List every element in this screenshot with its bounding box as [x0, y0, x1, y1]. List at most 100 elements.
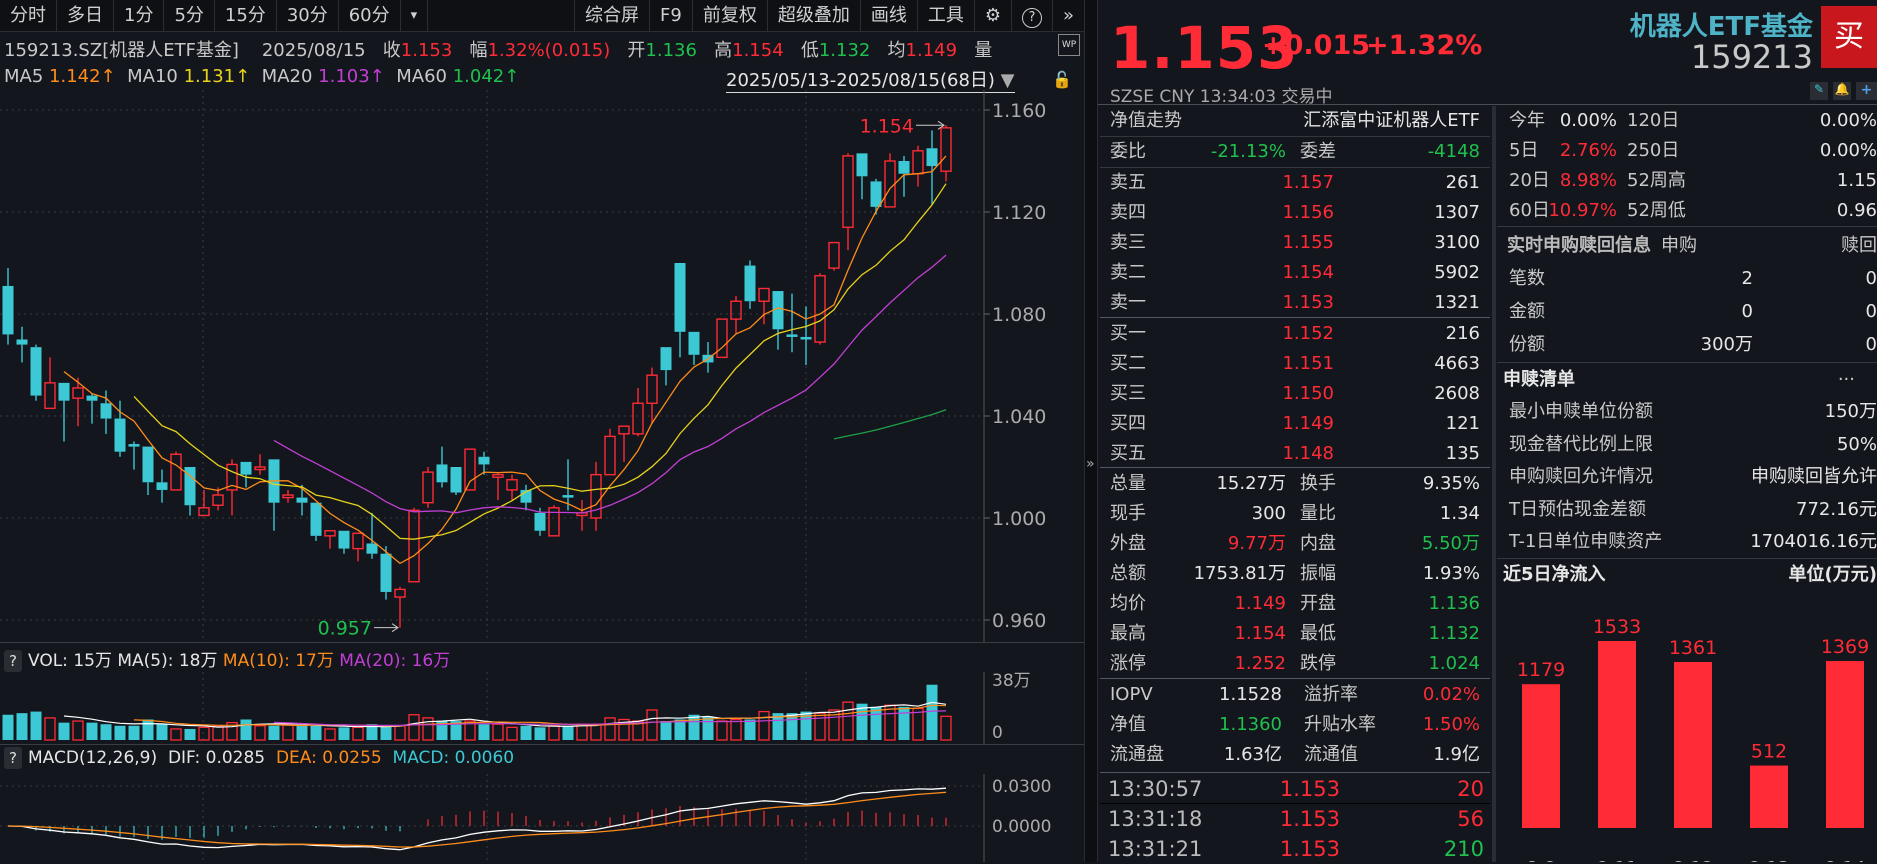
volume-chart[interactable]: 38万 0 [0, 672, 1084, 744]
collapse-icon[interactable]: » [1086, 456, 1095, 472]
candle-body [86, 395, 98, 401]
netflow-value-label: 512 [1751, 741, 1787, 763]
candle-body [436, 464, 448, 483]
order-level[interactable]: 卖四 1.156 1307 [1100, 198, 1490, 228]
order-level[interactable]: 卖五 1.157 261 [1100, 168, 1490, 198]
lock-icon[interactable]: 🔓 [1052, 70, 1072, 89]
creation-redeem: 0 [1865, 301, 1877, 322]
ma5-line [63, 155, 947, 565]
tick-row[interactable]: 13:31:21 1.153 210 [1100, 834, 1490, 864]
candle [814, 273, 826, 345]
tick-time: 13:31:18 [1108, 807, 1203, 831]
amp-value: 1.32%(0.015) [487, 40, 611, 61]
creation-title: 实时申购赎回信息 [1507, 235, 1651, 256]
tick-row[interactable]: 13:31:18 1.153 56 [1100, 804, 1490, 834]
add-icon[interactable]: + [1856, 82, 1877, 100]
date-range-selector[interactable]: 2025/05/13-2025/08/15(68日) ▼ [726, 66, 1015, 93]
panel-splitter[interactable]: » [1084, 0, 1098, 862]
tab-60min[interactable]: 60分 [339, 0, 401, 32]
stat-label: 均价 [1110, 593, 1146, 614]
order-level[interactable]: 卖三 1.155 3100 [1100, 228, 1490, 258]
divider [1098, 104, 1877, 105]
candle-body [114, 418, 126, 452]
volume-bar [744, 719, 756, 740]
macd-help-button[interactable]: ? [4, 747, 22, 769]
order-level[interactable]: 买二 1.151 4663 [1100, 349, 1490, 379]
expand-icon[interactable]: » [1062, 4, 1074, 26]
creation-row: 金额 0 0 [1497, 297, 1877, 327]
macd-tick-label: 0.0300 [992, 777, 1051, 797]
tick-price: 1.153 [1279, 837, 1340, 861]
edit-icon[interactable]: ✎ [1810, 82, 1828, 100]
candle-body [870, 181, 882, 207]
wp-icon[interactable]: WP [1058, 34, 1080, 56]
candle-body [632, 402, 644, 435]
nav-row[interactable]: 净值走势 汇添富中证机器人ETF [1100, 106, 1490, 136]
help-icon[interactable]: ? [1012, 0, 1053, 32]
f9-button[interactable]: F9 [650, 0, 693, 32]
ma60-line [833, 409, 947, 440]
tab-multiday[interactable]: 多日 [57, 0, 114, 32]
order-level[interactable]: 买四 1.149 121 [1100, 409, 1490, 439]
candle [912, 145, 924, 187]
tab-30min[interactable]: 30分 [277, 0, 339, 32]
order-level[interactable]: 卖二 1.154 5902 [1100, 258, 1490, 288]
volume-help-button[interactable]: ? [4, 650, 22, 672]
candle-body [296, 497, 308, 503]
volume-bar [674, 719, 686, 740]
list-title: 申赎清单 [1503, 369, 1575, 390]
draw-line-button[interactable]: 画线 [861, 0, 918, 32]
candlestick-chart[interactable]: 1.160 1.120 1.080 1.040 1.000 0.960 1.154 0.957 [0, 90, 1084, 642]
order-level[interactable]: 买三 1.150 2608 [1100, 379, 1490, 409]
candle [352, 532, 364, 562]
nav-trend-link[interactable]: 净值走势 [1110, 110, 1182, 131]
candle-body [212, 494, 224, 506]
forward-adjust-button[interactable]: 前复权 [693, 0, 768, 32]
more-icon[interactable]: ··· [1837, 369, 1855, 390]
composite-screen-button[interactable]: 综合屏 [574, 0, 651, 32]
tick-row[interactable]: 13:30:57 1.153 20 [1100, 774, 1490, 804]
perf-label: 今年 [1509, 110, 1545, 131]
volume-bar [800, 711, 812, 740]
tab-5min[interactable]: 5分 [164, 0, 215, 32]
more-periods-dropdown[interactable]: ▾ [401, 0, 429, 32]
tick-time: 13:31:21 [1108, 837, 1203, 861]
gear-icon[interactable]: ⚙ [975, 0, 1012, 32]
list-label: 现金替代比例上限 [1509, 433, 1653, 455]
volume-bar [198, 726, 210, 741]
netflow-date-label: 8-8 [1526, 858, 1555, 862]
stat-label: 现手 [1110, 503, 1146, 524]
candle [184, 467, 196, 516]
level-label: 卖四 [1110, 202, 1146, 223]
creation-subscribe: 300万 [1700, 334, 1753, 355]
buy-button[interactable]: 买 [1821, 6, 1877, 68]
perf-value: 0.96 [1836, 200, 1877, 221]
tab-intraday[interactable]: 分时 [0, 0, 57, 32]
stat-label: 溢折率 [1304, 684, 1358, 705]
candle-body [198, 507, 210, 517]
volume-bar [240, 719, 252, 740]
divider [1100, 772, 1490, 773]
list-header: 申赎清单 ··· [1497, 364, 1877, 396]
stat-value: 1753.81万 [1193, 563, 1286, 584]
candle [86, 393, 98, 424]
netflow-date-label: 8-12 [1673, 858, 1714, 862]
volume-bar [842, 701, 854, 741]
order-level[interactable]: 买五 1.148 135 [1100, 439, 1490, 469]
tab-15min[interactable]: 15分 [215, 0, 277, 32]
netflow-bar [1522, 684, 1560, 828]
security-name: 机器人ETF基金 [1629, 12, 1813, 42]
volume-ma5-line [63, 701, 947, 728]
order-level[interactable]: 买一 1.152 216 [1100, 319, 1490, 349]
overlay-button[interactable]: 超级叠加 [768, 0, 861, 32]
macd-chart[interactable]: 0.0300 0.0000 [0, 774, 1084, 862]
tools-button[interactable]: 工具 [918, 0, 975, 32]
creation-subscribe: 0 [1741, 301, 1753, 322]
order-level[interactable]: 卖一 1.153 1321 [1100, 288, 1490, 318]
stat-value: 1.149 [1234, 593, 1286, 614]
level-volume: 261 [1445, 172, 1480, 193]
high-arrow-head [937, 120, 945, 130]
ma5-value: 1.142↑ [49, 66, 116, 87]
bell-icon[interactable]: 🔔 [1833, 82, 1851, 100]
tab-1min[interactable]: 1分 [114, 0, 165, 32]
